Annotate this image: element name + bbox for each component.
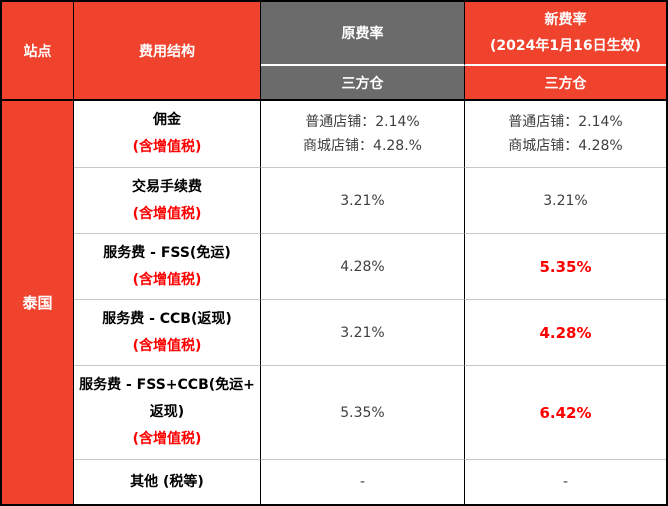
header-new-rate-effective-date: (2024年1月16日生效) xyxy=(490,38,641,54)
new-rate-cell: 普通店铺：2.14% 商城店铺：4.28% xyxy=(465,101,666,167)
old-rate-value: 4.28% xyxy=(340,258,385,275)
fee-name: 佣金 xyxy=(153,112,181,128)
old-rate-cell: 4.28% xyxy=(261,233,465,299)
vat-note: (含增值税) xyxy=(132,205,202,222)
new-rate-cell: 3.21% xyxy=(465,167,666,233)
old-rate-value: 5.35% xyxy=(340,404,385,421)
fee-name-wrap: 返现) xyxy=(149,404,185,420)
old-rate-value: - xyxy=(359,474,366,490)
new-rate-value-2: 商城店铺：4.28% xyxy=(508,138,623,154)
vat-note: (含增值税) xyxy=(132,139,202,155)
new-rate-value-highlighted: 5.35% xyxy=(539,257,592,276)
subheader-new-warehouse: 三方仓 xyxy=(465,66,666,101)
new-rate-cell: 6.42% xyxy=(465,365,666,459)
subheader-new-warehouse-label: 三方仓 xyxy=(544,75,587,92)
header-new-rate: 新费率 (2024年1月16日生效) xyxy=(465,2,666,66)
old-rate-value: 3.21% xyxy=(340,324,385,341)
old-rate-cell: 普通店铺：2.14% 商城店铺：4.28.% xyxy=(261,101,465,167)
header-site: 站点 xyxy=(2,2,74,101)
old-rate-value-2: 商城店铺：4.28.% xyxy=(303,138,422,154)
old-rate-value: 普通店铺：2.14% xyxy=(305,114,420,130)
header-fee-structure: 费用结构 xyxy=(74,2,261,101)
fee-name: 其他 (税等) xyxy=(130,473,204,490)
new-rate-value: - xyxy=(562,474,569,490)
fee-name: 服务费 - FSS+CCB(免运+ xyxy=(79,377,255,393)
old-rate-cell: 3.21% xyxy=(261,299,465,365)
new-rate-value: 普通店铺：2.14% xyxy=(508,114,623,130)
subheader-old-warehouse: 三方仓 xyxy=(261,66,465,101)
header-site-label: 站点 xyxy=(23,43,52,60)
old-rate-cell: 5.35% xyxy=(261,365,465,459)
vat-note: (含增值税) xyxy=(132,337,202,354)
header-new-rate-title: 新费率 xyxy=(544,12,587,28)
new-rate-value-highlighted: 4.28% xyxy=(539,323,592,342)
vat-note: (含增值税) xyxy=(132,431,202,447)
fee-name: 交易手续费 xyxy=(132,178,202,195)
site-cell: 泰国 xyxy=(2,101,74,504)
old-rate-cell: - xyxy=(261,459,465,504)
subheader-old-warehouse-label: 三方仓 xyxy=(341,75,384,92)
fee-name-cell: 服务费 - FSS(免运) (含增值税) xyxy=(74,233,261,299)
vat-note: (含增值税) xyxy=(132,271,202,288)
old-rate-value: 3.21% xyxy=(340,192,385,209)
new-rate-cell: 4.28% xyxy=(465,299,666,365)
header-fee-structure-label: 费用结构 xyxy=(139,43,195,60)
new-rate-cell: - xyxy=(465,459,666,504)
fee-name-cell: 交易手续费 (含增值税) xyxy=(74,167,261,233)
new-rate-value-highlighted: 6.42% xyxy=(539,403,592,422)
fee-name-cell: 服务费 - FSS+CCB(免运+ 返现) (含增值税) xyxy=(74,365,261,459)
new-rate-cell: 5.35% xyxy=(465,233,666,299)
old-rate-cell: 3.21% xyxy=(261,167,465,233)
fee-name-cell: 其他 (税等) xyxy=(74,459,261,504)
header-old-rate-label: 原费率 xyxy=(341,26,384,42)
header-old-rate: 原费率 xyxy=(261,2,465,66)
fee-name-cell: 佣金 (含增值税) xyxy=(74,101,261,167)
fee-name: 服务费 - FSS(免运) xyxy=(103,244,231,261)
fee-name: 服务费 - CCB(返现) xyxy=(102,310,232,327)
fee-name-cell: 服务费 - CCB(返现) (含增值税) xyxy=(74,299,261,365)
new-rate-value: 3.21% xyxy=(543,192,588,209)
site-name: 泰国 xyxy=(22,294,53,312)
